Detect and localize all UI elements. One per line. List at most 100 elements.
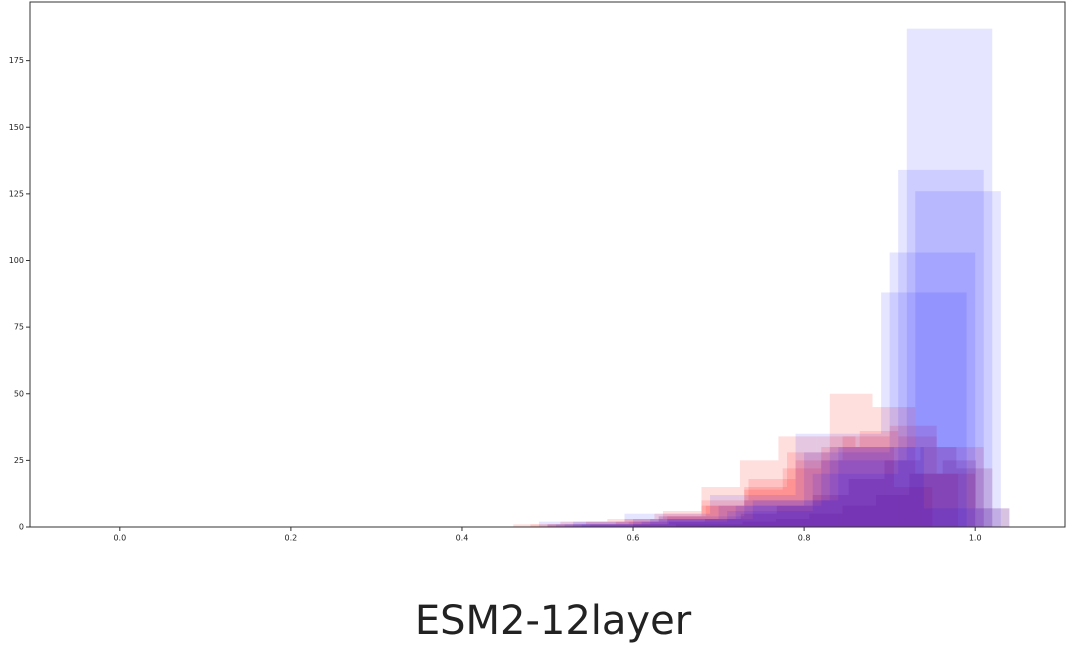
bar <box>704 519 741 527</box>
bar <box>547 524 634 527</box>
bar <box>744 487 788 527</box>
bar <box>633 524 669 527</box>
bar <box>915 191 1001 527</box>
y-tick-label: 0 <box>19 523 24 532</box>
bar <box>884 460 921 527</box>
bar <box>889 252 976 527</box>
x-tick-label: 0.8 <box>798 534 811 543</box>
bar <box>564 524 651 527</box>
bar <box>701 505 745 527</box>
bar <box>775 519 810 527</box>
bar <box>748 479 796 527</box>
y-tick-label: 50 <box>14 389 24 398</box>
bar <box>875 495 910 527</box>
bar <box>633 519 719 527</box>
y-tick-label: 175 <box>9 56 24 65</box>
bar <box>976 508 1010 527</box>
bar <box>804 452 890 527</box>
bar <box>821 447 860 527</box>
bar <box>744 500 830 527</box>
bar <box>942 460 977 527</box>
bar <box>650 519 736 527</box>
bar <box>744 489 783 527</box>
bar <box>893 487 933 527</box>
y-tick-label: 75 <box>14 323 24 332</box>
bar <box>889 425 937 527</box>
bar <box>787 452 830 527</box>
plot-frame <box>29 1 1066 528</box>
bar <box>829 393 873 527</box>
bar <box>740 513 777 527</box>
bar <box>812 473 899 527</box>
bar <box>752 500 839 527</box>
x-tick-label: 0.4 <box>456 534 469 543</box>
bar <box>776 505 813 527</box>
bar <box>641 521 728 527</box>
bar <box>701 487 740 527</box>
bar <box>898 436 937 527</box>
bar <box>821 460 907 527</box>
bar <box>915 473 959 527</box>
y-tick-label: 125 <box>9 189 24 198</box>
bar <box>809 513 843 527</box>
chart-title: ESM2-12layer <box>415 598 692 644</box>
bar <box>842 436 890 527</box>
y-tick-label: 150 <box>9 123 24 132</box>
bar <box>739 460 779 527</box>
x-tick-label: 0.2 <box>285 534 298 543</box>
bar <box>581 524 668 527</box>
bar <box>795 460 843 527</box>
bar <box>668 521 705 527</box>
bar <box>936 447 984 527</box>
bar <box>727 511 813 527</box>
bar <box>590 524 629 527</box>
bar <box>906 28 993 527</box>
bar <box>560 521 608 527</box>
bar <box>654 513 702 527</box>
bar <box>675 524 710 527</box>
bar <box>662 511 702 527</box>
bar <box>898 169 984 527</box>
bar <box>547 524 586 527</box>
bar <box>513 524 561 527</box>
bar <box>624 519 663 527</box>
bar <box>718 505 805 527</box>
bar <box>920 447 957 527</box>
bar <box>855 447 894 527</box>
bar <box>859 431 899 527</box>
bar <box>872 407 916 527</box>
x-tick-label: 0.6 <box>627 534 640 543</box>
x-tick-label: 0.0 <box>113 534 126 543</box>
bar <box>735 505 822 527</box>
bar <box>705 505 745 527</box>
bar <box>530 524 574 527</box>
y-tick-label: 100 <box>9 256 24 265</box>
bar <box>615 521 659 527</box>
bar <box>795 433 882 527</box>
bar <box>658 516 702 527</box>
bar <box>624 513 711 527</box>
bar <box>667 519 753 527</box>
y-tick-label: 25 <box>14 456 24 465</box>
bar <box>881 292 967 527</box>
bar <box>936 473 976 527</box>
bar <box>956 468 993 527</box>
bar <box>607 519 655 527</box>
bar <box>658 516 745 527</box>
bar <box>923 508 1010 527</box>
bar <box>573 521 659 527</box>
bar <box>848 479 885 527</box>
bar <box>909 473 943 527</box>
bar <box>556 524 642 527</box>
bar <box>778 436 817 527</box>
bar <box>829 447 916 527</box>
bar <box>709 524 743 527</box>
bar <box>701 500 749 527</box>
bar <box>628 521 668 527</box>
bar <box>838 447 924 527</box>
bar <box>710 495 796 527</box>
bar <box>816 436 856 527</box>
bar <box>812 495 849 527</box>
bar <box>585 521 625 527</box>
